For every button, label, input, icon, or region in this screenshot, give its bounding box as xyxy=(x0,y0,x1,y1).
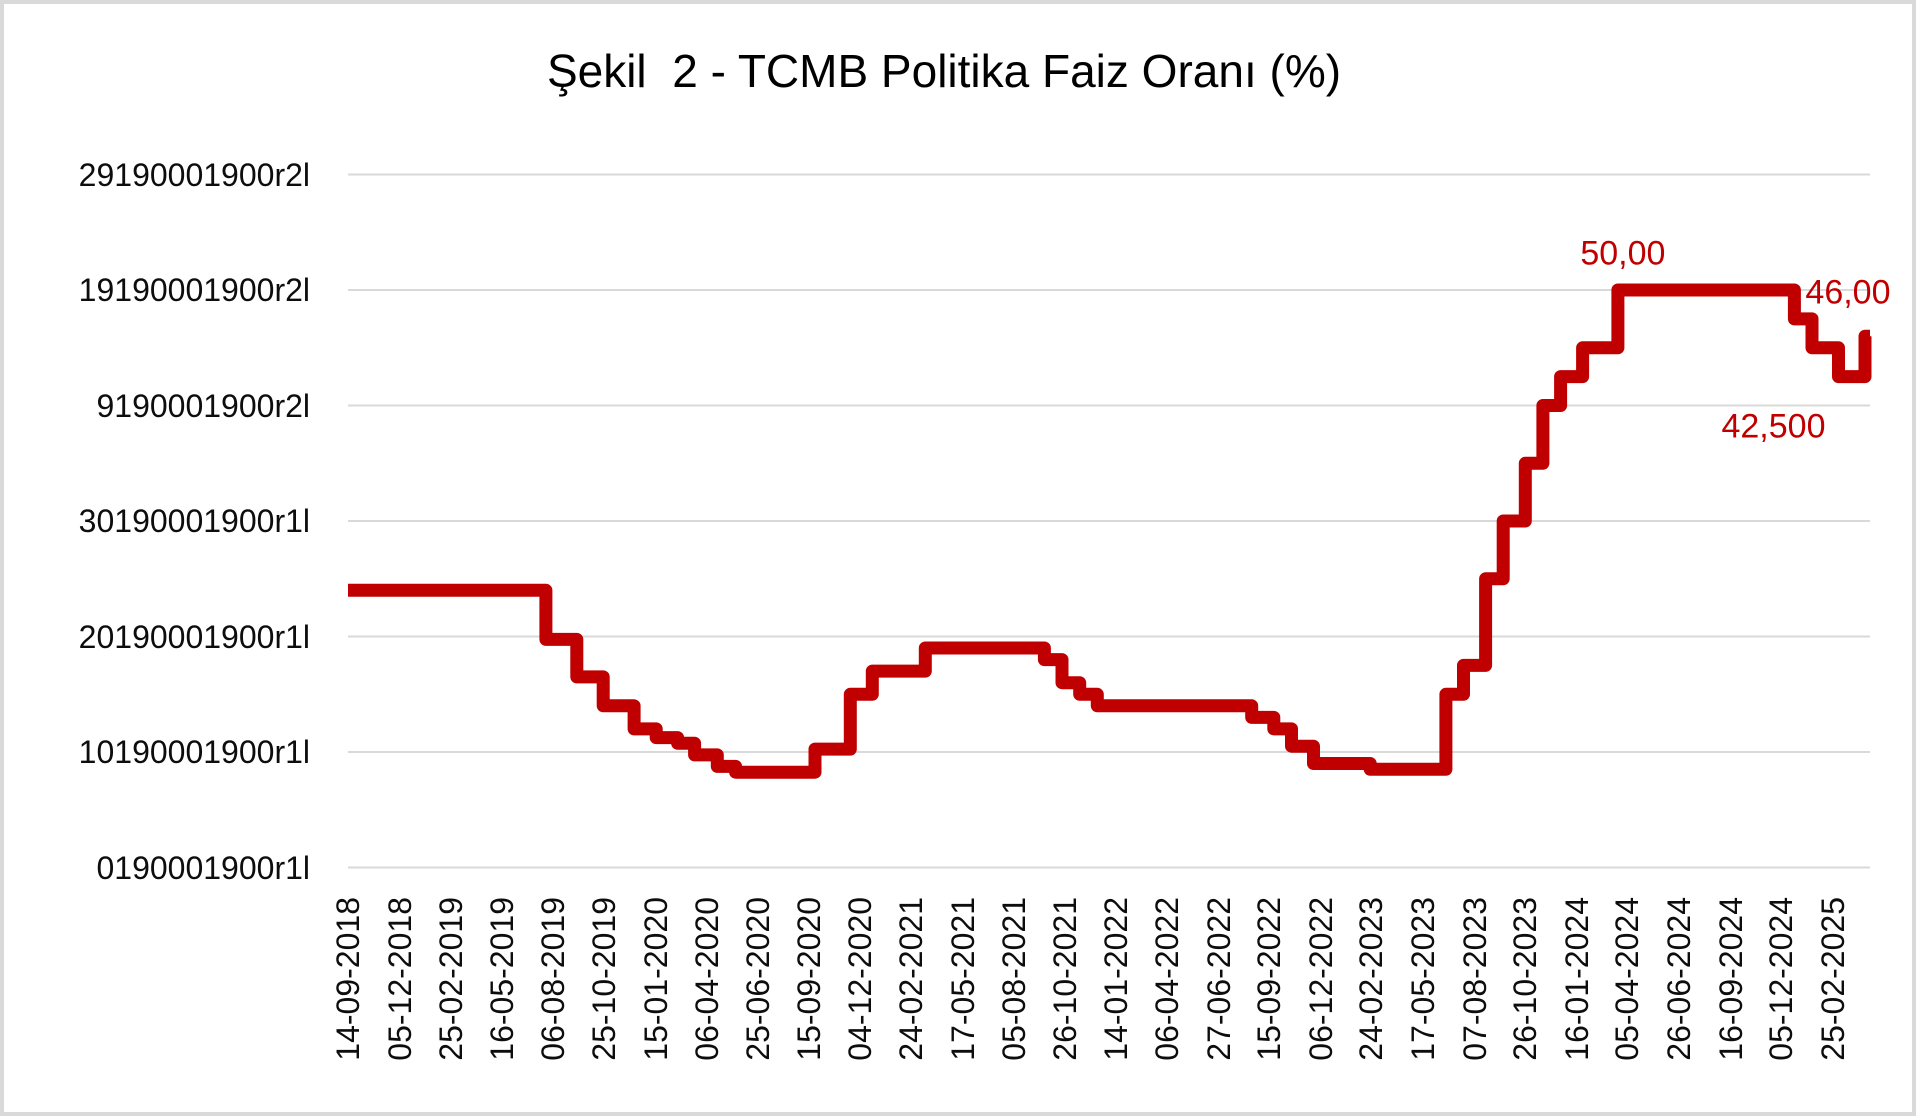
y-axis-label: 9190001900r2l xyxy=(96,387,310,424)
data-label: 46,00 xyxy=(1805,273,1891,312)
x-axis-label: 17-05-2023 xyxy=(1405,897,1442,1061)
data-label: 42,500 xyxy=(1721,407,1826,446)
x-axis-label: 26-06-2024 xyxy=(1661,897,1698,1061)
x-axis-label: 25-06-2020 xyxy=(739,897,776,1061)
x-axis-label: 15-09-2022 xyxy=(1251,897,1288,1061)
x-axis-label: 15-01-2020 xyxy=(637,897,674,1061)
x-axis-label: 15-09-2020 xyxy=(791,897,828,1061)
x-axis-label: 26-10-2023 xyxy=(1507,897,1544,1061)
x-axis-label: 06-12-2022 xyxy=(1303,897,1340,1061)
x-axis-label: 16-09-2024 xyxy=(1712,897,1749,1061)
rate-step-line xyxy=(348,283,1872,779)
x-axis-label: 05-08-2021 xyxy=(995,897,1032,1061)
x-axis-label: 06-04-2020 xyxy=(689,897,726,1061)
y-axis-label: 19190001900r2l xyxy=(78,272,310,308)
x-axis-label: 07-08-2023 xyxy=(1456,897,1493,1061)
chart-title: Şekil 2 - TCMB Politika Faiz Oranı (%) xyxy=(546,45,1342,97)
plot-area xyxy=(348,173,1872,869)
y-axis-label: 30190001900r1l xyxy=(78,503,310,539)
x-axis-label: 24-02-2023 xyxy=(1353,897,1390,1061)
x-axis-label: 06-08-2019 xyxy=(535,897,572,1061)
x-axis-label: 16-05-2019 xyxy=(483,897,520,1061)
x-axis-label: 06-04-2022 xyxy=(1149,897,1186,1061)
x-axis-label: 25-02-2019 xyxy=(433,897,470,1061)
x-axis-label: 16-01-2024 xyxy=(1558,897,1595,1061)
x-axis-label: 14-01-2022 xyxy=(1097,897,1134,1061)
y-axis-label: 0190001900r1l xyxy=(96,849,310,886)
data-label: 50,00 xyxy=(1580,234,1666,273)
x-axis-label: 26-10-2021 xyxy=(1047,897,1084,1061)
y-axis-label: 20190001900r1l xyxy=(78,618,310,655)
x-axis-label: 25-02-2025 xyxy=(1814,897,1851,1061)
x-axis-label: 27-06-2022 xyxy=(1200,897,1237,1061)
x-axis-label: 05-12-2018 xyxy=(381,897,418,1061)
x-axis-label: 24-02-2021 xyxy=(893,897,930,1061)
x-axis-label: 25-10-2019 xyxy=(585,897,622,1061)
x-axis-label: 04-12-2020 xyxy=(841,897,878,1061)
x-axis-label: 05-12-2024 xyxy=(1763,897,1800,1061)
x-axis-label: 05-04-2024 xyxy=(1609,897,1646,1061)
y-axis-label: 10190001900r1l xyxy=(78,734,310,770)
x-axis-label: 17-05-2021 xyxy=(945,897,982,1061)
y-axis-label: 29190001900r2l xyxy=(78,156,310,193)
x-axis-label: 14-09-2018 xyxy=(330,897,366,1061)
